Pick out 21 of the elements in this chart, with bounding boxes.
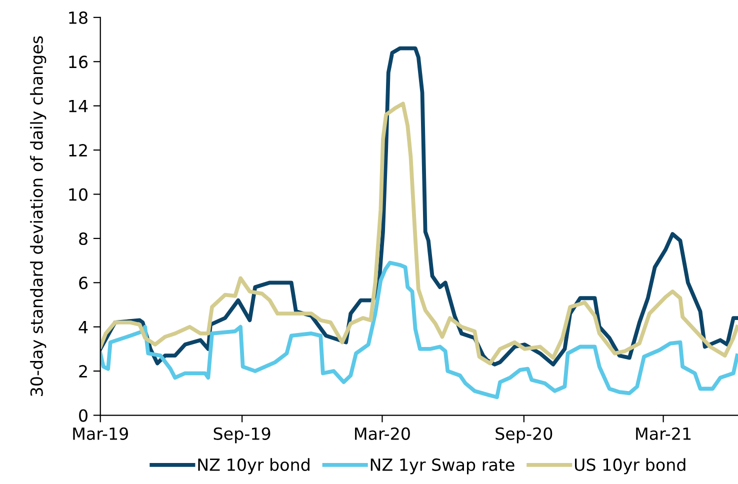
x-tick-label: Mar-21 — [636, 427, 691, 440]
y-tick-label: 2 — [79, 365, 87, 378]
legend-label: NZ 10yr bond — [198, 458, 310, 474]
y-axis-title: 30-day standard deviation of daily changes — [30, 36, 46, 396]
x-tick-label: Sep-19 — [214, 427, 270, 444]
x-tick-label: Mar-20 — [355, 427, 410, 440]
y-tick-label: 18 — [69, 11, 88, 24]
y-tick-label: 14 — [69, 100, 88, 112]
y-tick-label: 16 — [69, 56, 88, 68]
y-tick-label: 10 — [69, 188, 88, 201]
x-tick-label: Sep-20 — [496, 427, 552, 444]
legend-label: NZ 1yr Swap rate — [370, 458, 514, 474]
y-tick-label: 12 — [69, 144, 87, 156]
line-series — [100, 260, 738, 400]
legend-label: US 10yr bond — [574, 458, 686, 474]
y-tick-label: 6 — [79, 276, 88, 290]
x-tick-label: Mar-19 — [73, 427, 128, 440]
y-tick-label: 0 — [79, 409, 88, 422]
line-series — [100, 102, 738, 366]
y-tick-label: 8 — [79, 232, 88, 246]
y-tick-label: 4 — [78, 321, 88, 334]
